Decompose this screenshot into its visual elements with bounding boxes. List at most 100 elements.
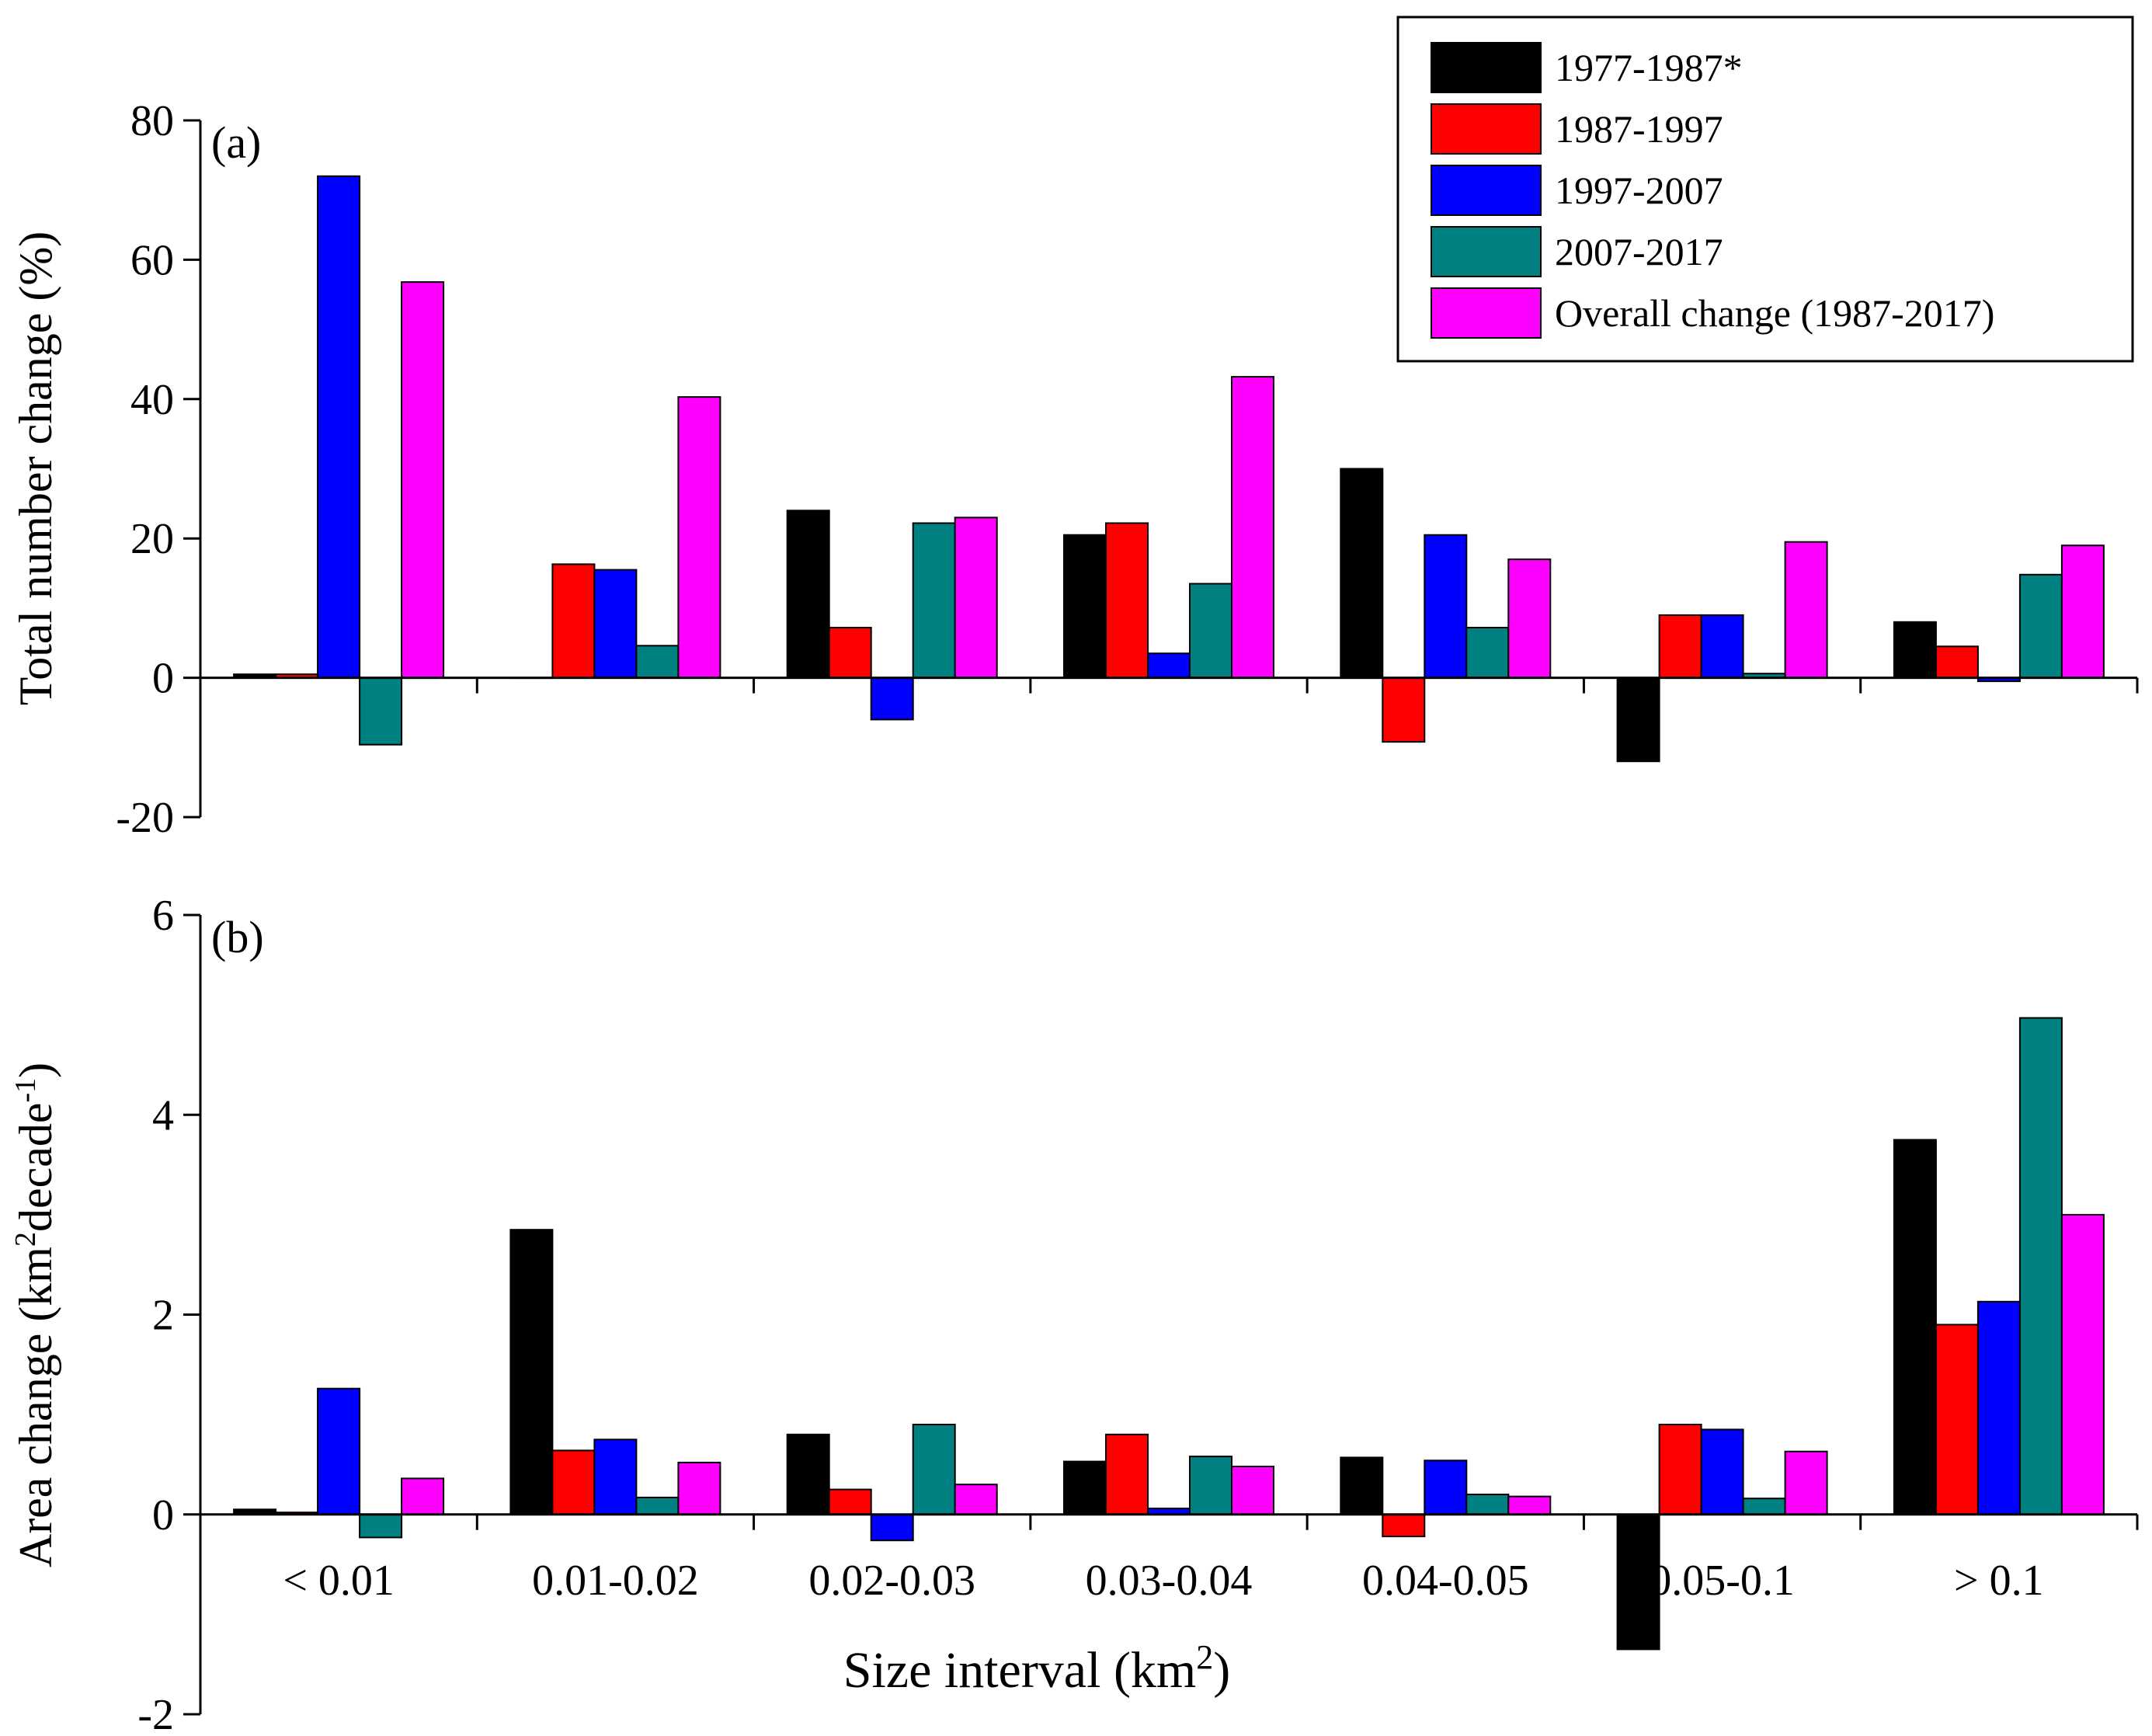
bar-a-s3-c6 bbox=[2018, 573, 2063, 679]
x-tick-label: 0.04-0.05 bbox=[1362, 1557, 1529, 1605]
bar-a-s1-c6 bbox=[1935, 645, 1979, 679]
x-axis-label-part: Size interval (km bbox=[843, 1642, 1197, 1699]
panel-label: (a) bbox=[211, 117, 261, 168]
bar-b-s3-c3 bbox=[1189, 1456, 1232, 1515]
bar-a-s4-c1 bbox=[677, 396, 721, 679]
bar-a-s3-c4 bbox=[1465, 627, 1510, 679]
y-tick-label: 80 bbox=[130, 97, 174, 145]
bar-a-s1-c4 bbox=[1382, 677, 1426, 743]
legend-label: Overall change (1987-2017) bbox=[1555, 291, 1994, 335]
legend-swatch bbox=[1431, 287, 1542, 339]
bar-a-s0-c6 bbox=[1893, 621, 1937, 679]
bar-b-s3-c2 bbox=[912, 1424, 956, 1515]
legend-swatch bbox=[1431, 103, 1542, 155]
y-axis-label: Total number change (%) bbox=[10, 231, 61, 706]
bar-a-s2-c3 bbox=[1147, 652, 1191, 679]
y-tick-label: 2 bbox=[152, 1292, 174, 1340]
legend-swatch bbox=[1431, 226, 1542, 277]
bar-a-s3-c0 bbox=[359, 677, 403, 746]
bar-a-s4-c3 bbox=[1231, 376, 1274, 679]
y-axis-label-sup: 2 bbox=[9, 1232, 42, 1247]
bar-a-s3-c1 bbox=[635, 645, 680, 679]
bar-b-s1-c6 bbox=[1935, 1324, 1979, 1515]
bar-b-s3-c1 bbox=[635, 1496, 680, 1515]
bar-a-s0-c2 bbox=[786, 510, 830, 679]
y-tick-label: 20 bbox=[130, 515, 174, 563]
legend-swatch bbox=[1431, 165, 1542, 216]
bar-b-s4-c6 bbox=[2060, 1213, 2105, 1515]
bar-a-s4-c6 bbox=[2060, 544, 2105, 679]
bar-a-s0-c5 bbox=[1616, 677, 1660, 763]
bar-b-s1-c1 bbox=[551, 1449, 596, 1515]
bar-b-s4-c3 bbox=[1231, 1466, 1274, 1515]
bar-a-s2-c4 bbox=[1424, 534, 1468, 679]
bar-b-s0-c3 bbox=[1063, 1460, 1107, 1515]
bar-b-s2-c0 bbox=[317, 1387, 361, 1515]
bar-a-s0-c4 bbox=[1340, 468, 1384, 679]
legend-label: 1997-2007 bbox=[1555, 169, 1723, 212]
y-tick-label: 6 bbox=[152, 892, 174, 940]
bar-b-s2-c4 bbox=[1424, 1459, 1468, 1515]
x-tick-label: 0.03-0.04 bbox=[1086, 1557, 1253, 1605]
y-axis-label-sup: -1 bbox=[9, 1078, 42, 1103]
bar-a-s4-c0 bbox=[401, 281, 445, 679]
bar-b-s4-c0 bbox=[401, 1477, 445, 1515]
y-tick-label: -2 bbox=[137, 1691, 174, 1736]
bar-b-s4-c1 bbox=[677, 1461, 721, 1515]
bar-a-s0-c3 bbox=[1063, 534, 1107, 679]
bar-b-s0-c2 bbox=[786, 1433, 830, 1515]
bar-b-s2-c5 bbox=[1700, 1428, 1744, 1515]
y-axis-label-part: decade bbox=[10, 1102, 61, 1232]
x-axis-label-part: ) bbox=[1213, 1642, 1230, 1699]
bar-b-s0-c4 bbox=[1340, 1456, 1384, 1515]
legend-label: 2007-2017 bbox=[1555, 230, 1723, 273]
bar-b-s0-c6 bbox=[1893, 1139, 1937, 1515]
x-tick-label: > 0.1 bbox=[1954, 1557, 2044, 1605]
x-axis-label-sup: 2 bbox=[1196, 1638, 1213, 1676]
y-tick-label: 0 bbox=[152, 1491, 174, 1539]
bar-b-s1-c5 bbox=[1658, 1424, 1702, 1515]
y-tick-label: 60 bbox=[130, 236, 174, 284]
bar-b-s1-c3 bbox=[1105, 1433, 1149, 1515]
x-tick-label: 0.05-0.1 bbox=[1650, 1557, 1795, 1605]
y-tick-label: 0 bbox=[152, 655, 174, 703]
bar-a-s4-c2 bbox=[954, 517, 998, 679]
bar-a-s4-c4 bbox=[1507, 558, 1552, 679]
y-axis-label: Area change (km2decade-1) bbox=[9, 1063, 61, 1567]
x-tick-label: < 0.01 bbox=[283, 1557, 395, 1605]
bar-a-s2-c0 bbox=[317, 175, 361, 679]
bar-b-s1-c2 bbox=[828, 1488, 872, 1515]
bar-b-s2-c2 bbox=[870, 1513, 914, 1542]
x-tick-label: 0.01-0.02 bbox=[532, 1557, 699, 1605]
bar-b-s4-c4 bbox=[1507, 1495, 1552, 1515]
bar-b-s0-c5 bbox=[1616, 1513, 1660, 1651]
y-axis-label-part: ) bbox=[10, 1063, 61, 1078]
bar-b-s1-c4 bbox=[1382, 1513, 1426, 1538]
bar-b-s2-c1 bbox=[593, 1439, 638, 1515]
y-tick-label: -20 bbox=[116, 794, 174, 842]
bar-b-s4-c5 bbox=[1784, 1450, 1828, 1515]
y-tick-label: 4 bbox=[152, 1091, 174, 1139]
legend-swatch bbox=[1431, 42, 1542, 93]
bar-a-s1-c5 bbox=[1658, 614, 1702, 679]
y-axis-label-part: Area change (km bbox=[10, 1247, 61, 1567]
bar-b-s4-c2 bbox=[954, 1484, 998, 1515]
legend-label: 1987-1997 bbox=[1555, 107, 1723, 151]
bar-a-s2-c2 bbox=[870, 677, 914, 721]
legend-label: 1977-1987* bbox=[1555, 46, 1743, 89]
bar-b-s3-c4 bbox=[1465, 1494, 1510, 1515]
bar-b-s2-c6 bbox=[1976, 1300, 2021, 1515]
bar-b-s0-c1 bbox=[509, 1229, 554, 1515]
legend: 1977-1987* 1987-1997 1997-2007 2007-2017 Ove… bbox=[1396, 16, 2134, 363]
bar-b-s3-c6 bbox=[2018, 1017, 2063, 1515]
panel-b: -2 0 2 4 6 (b) < 0.01 0.01-0.02 0.02-0.03 0.03-0.… bbox=[9, 892, 2139, 1736]
bar-a-s2-c5 bbox=[1700, 614, 1744, 679]
bar-a-s3-c3 bbox=[1189, 583, 1232, 679]
bar-b-s3-c5 bbox=[1742, 1498, 1786, 1515]
bar-a-s1-c2 bbox=[828, 627, 872, 679]
bar-a-s1-c1 bbox=[551, 563, 596, 679]
x-axis-label: Size interval (km2) bbox=[843, 1638, 1231, 1699]
y-tick-label: 40 bbox=[130, 376, 174, 424]
bar-a-s4-c5 bbox=[1784, 541, 1828, 679]
